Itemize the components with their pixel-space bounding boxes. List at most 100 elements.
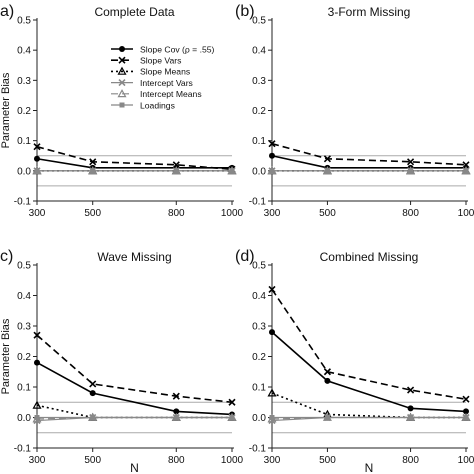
data-point-slope_vars [172,161,180,169]
data-point-loadings [269,168,275,174]
y-tick-label: 0.5 [17,261,31,272]
legend-label: Loadings [140,100,175,110]
legend-entry-slope_vars: Slope Vars [111,56,181,66]
y-tick-label: 0.0 [17,166,31,177]
y-tick-label: -0.1 [249,444,267,455]
y-tick-label: 0.2 [17,106,31,117]
panel-4: -0.1 0.0 0.1 0.2 0.3 0.4 0.5 300 500 800 100 (d) Com… [235,248,474,474]
data-point-slope_cov [463,408,469,415]
series-line-slope_cov [36,361,233,416]
data-point-loadings [173,168,179,174]
series-line-slope_cov [271,154,466,169]
y-tick-label: 0.4 [252,291,266,302]
panel-title: Complete Data [94,5,174,19]
x-tick-label: 500 [319,208,336,219]
data-point-loadings [269,415,275,420]
data-point-slope_vars [462,161,470,169]
legend-marker [117,66,127,75]
y-tick-label: 0.2 [252,106,266,117]
data-point-slope_vars [33,331,41,339]
y-tick-label: 0.0 [252,413,266,424]
x-axis-label: N [130,461,139,474]
panel-title: 3-Form Missing [328,5,411,19]
series-line-slope_vars [36,334,233,404]
data-point-slope_vars [323,155,331,163]
data-point-loadings [229,415,235,420]
panel-1: -0.1 0.0 0.1 0.2 0.3 0.4 0.5 300 500 800 1000 a) Com… [0,3,244,219]
legend-label: Slope Cov (ρ = .55) [140,44,215,54]
data-point-slope_vars [33,143,41,151]
y-tick-label: 0.2 [17,352,31,363]
legend-entry-slope_cov: Slope Cov (ρ = .55) [111,44,215,54]
x-tick-label: 1000 [221,455,244,466]
data-point-loadings [34,415,40,420]
y-axis-label: Parameter Bias [0,318,12,394]
panel-2: -0.1 0.0 0.1 0.2 0.3 0.4 0.5 300 500 800 100 (b) 3-F… [235,3,474,219]
data-point-slope_vars [228,398,236,406]
data-point-slope_vars [407,386,415,394]
y-tick-label: 0.3 [17,322,31,333]
x-tick-label: 800 [402,455,419,466]
y-tick-label: 0.5 [17,16,31,27]
data-point-loadings [173,415,179,420]
x-tick-label: 500 [319,455,336,466]
legend-entry-intercept_vars: Intercept Vars [111,78,193,88]
series-line-slope_means [271,392,466,419]
data-point-slope_means [32,400,42,409]
y-tick-label: -0.1 [14,197,32,208]
y-tick-label: 0.1 [252,136,266,147]
legend-marker [119,102,125,108]
y-tick-label: 0.1 [17,383,31,394]
x-tick-label: 800 [168,208,185,219]
data-point-slope_cov [269,152,275,159]
y-tick-label: 0.2 [252,352,266,363]
series-line-slope_vars [271,142,467,166]
data-point-slope_vars [172,392,180,400]
x-tick-label: 800 [402,208,419,219]
panel-letter: a) [0,3,14,20]
legend-label: Slope Vars [140,56,181,66]
data-point-slope_vars [268,285,276,293]
x-tick-label: 1000 [221,208,244,219]
y-tick-label: 0.1 [252,383,266,394]
data-point-slope_means [267,388,277,397]
data-point-slope_vars [407,158,415,166]
legend-label: Slope Means [140,67,190,77]
data-point-slope_cov [34,155,40,162]
y-axis-label: Parameter Bias [0,72,12,148]
y-tick-label: 0.4 [17,46,31,57]
data-point-slope_vars [268,140,276,148]
data-point-slope_vars [462,395,470,403]
y-tick-label: -0.1 [249,197,267,208]
panel-title: Wave Missing [97,250,171,264]
x-tick-label: 800 [168,455,185,466]
x-tick-label: 100 [458,208,474,219]
data-point-loadings [229,168,235,174]
y-tick-label: -0.1 [14,444,32,455]
legend-entry-loadings: Loadings [111,100,175,110]
data-point-slope_cov [324,377,331,384]
data-point-loadings [463,168,469,174]
x-axis-label: N [365,461,374,474]
x-tick-label: 300 [29,455,46,466]
panel-letter: c) [0,248,13,265]
x-tick-label: 300 [264,208,281,219]
y-tick-label: 0.0 [252,166,266,177]
data-point-slope_cov [269,329,275,336]
data-point-slope_cov [34,359,40,366]
x-tick-label: 500 [84,455,101,466]
legend-label: Intercept Means [140,89,202,99]
legend-marker [117,89,127,98]
series-line-slope_vars [36,145,233,171]
data-point-slope_vars [323,368,331,376]
y-tick-label: 0.3 [17,76,31,87]
y-tick-label: 0.0 [17,413,31,424]
panel-3: -0.1 0.0 0.1 0.2 0.3 0.4 0.5 300 500 800 1000 c) Wav… [0,248,244,474]
legend-entry-intercept_means: Intercept Means [111,89,202,99]
y-tick-label: 0.4 [17,291,31,302]
data-point-loadings [408,415,414,420]
series-line-slope_vars [271,288,467,400]
y-tick-label: 0.4 [252,46,266,57]
y-tick-label: 0.5 [252,16,266,27]
